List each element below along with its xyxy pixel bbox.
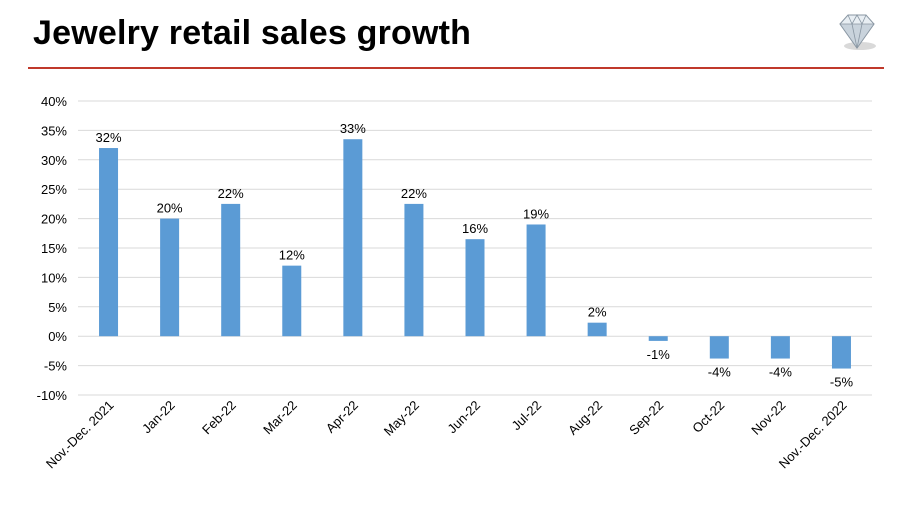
data-label: 2% <box>588 305 607 320</box>
bar <box>404 203 424 337</box>
bars <box>99 139 851 369</box>
diamond-icon <box>839 14 876 50</box>
data-label: 19% <box>523 206 549 221</box>
y-tick-label: 15% <box>41 241 67 256</box>
x-tick-label: Feb-22 <box>199 398 239 438</box>
page-title: Jewelry retail sales growth <box>33 14 472 52</box>
data-label: 32% <box>96 130 122 145</box>
y-tick-label: 10% <box>41 270 67 285</box>
y-tick-label: 35% <box>41 123 67 138</box>
data-label: -1% <box>647 347 671 362</box>
data-label: -5% <box>830 375 854 390</box>
bar <box>343 139 363 337</box>
x-tick-label: Jul-22 <box>509 398 545 434</box>
bar <box>99 148 119 337</box>
x-tick-label: Sep-22 <box>626 398 666 438</box>
y-axis-ticks: -10% -5% 0% 5% 10% 15% 20% 25% 30% 35% 40% <box>37 94 68 403</box>
bar <box>160 218 180 337</box>
data-labels: 32% 20% 22% 12% 33% 22% 16% 19% 2% -1% -4% -4% -5% <box>96 121 854 389</box>
x-axis-ticks: Nov.-Dec. 2021 Jan-22 Feb-22 Mar-22 Apr-22 Ma… <box>43 398 850 472</box>
data-label: -4% <box>708 365 732 380</box>
y-tick-label: 30% <box>41 153 67 168</box>
data-label: 33% <box>340 121 366 136</box>
y-tick-label: 25% <box>41 182 67 197</box>
data-label: 16% <box>462 221 488 236</box>
x-tick-label: Jan-22 <box>139 398 178 437</box>
y-tick-label: 40% <box>41 94 67 109</box>
bar <box>709 336 729 359</box>
bar <box>465 239 485 337</box>
bar <box>221 203 241 337</box>
bar <box>770 336 790 359</box>
data-label: 22% <box>218 186 244 201</box>
x-tick-label: Aug-22 <box>565 398 605 438</box>
bar <box>526 224 546 337</box>
bar <box>587 322 607 337</box>
x-tick-label: Nov-22 <box>748 398 788 438</box>
x-tick-label: Mar-22 <box>260 398 300 438</box>
data-label: 22% <box>401 186 427 201</box>
x-tick-label: Nov.-Dec. 2021 <box>43 398 117 472</box>
y-tick-label: 5% <box>48 300 67 315</box>
bar <box>831 336 851 369</box>
y-tick-label: -5% <box>44 359 68 374</box>
y-tick-label: 0% <box>48 329 67 344</box>
y-tick-label: -10% <box>37 388 68 403</box>
x-tick-label: Apr-22 <box>323 398 361 436</box>
data-label: -4% <box>769 365 793 380</box>
data-label: 20% <box>157 201 183 216</box>
title-divider <box>28 67 884 69</box>
bar <box>282 265 302 337</box>
x-tick-label: May-22 <box>381 398 422 439</box>
x-tick-label: Oct-22 <box>689 398 727 436</box>
bar <box>648 336 668 341</box>
x-tick-label: Jun-22 <box>444 398 483 437</box>
y-tick-label: 20% <box>41 212 67 227</box>
data-label: 12% <box>279 248 305 263</box>
